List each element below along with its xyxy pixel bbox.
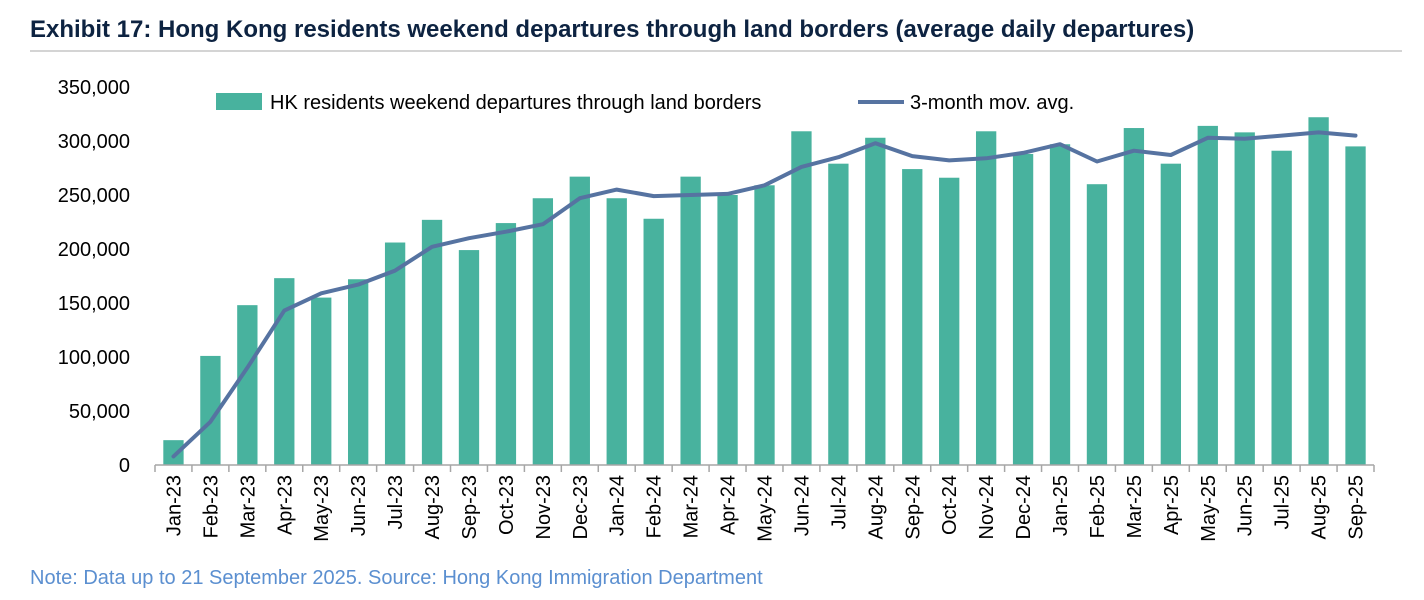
x-tick-label: Mar-23 bbox=[237, 475, 259, 538]
y-tick-label: 100,000 bbox=[58, 347, 130, 369]
x-tick-label: Sep-25 bbox=[1346, 475, 1368, 540]
x-tick-label: May-25 bbox=[1198, 475, 1220, 542]
y-tick-label: 350,000 bbox=[58, 77, 130, 99]
bar bbox=[975, 131, 997, 465]
x-tick-label: Mar-24 bbox=[681, 475, 703, 538]
x-tick-label: Dec-23 bbox=[570, 475, 592, 539]
bar bbox=[237, 305, 258, 465]
x-tick-label: Nov-23 bbox=[533, 475, 555, 539]
x-tick-label: Jun-24 bbox=[791, 475, 813, 536]
y-tick-label: 250,000 bbox=[58, 185, 130, 207]
bar bbox=[939, 177, 960, 465]
bar bbox=[200, 355, 221, 465]
x-tick-label: Aug-25 bbox=[1309, 475, 1331, 540]
x-tick-label: Dec-24 bbox=[1013, 475, 1035, 539]
bar bbox=[1197, 125, 1218, 465]
source-note: Note: Data up to 21 September 2025. Sour… bbox=[30, 567, 763, 589]
x-axis: Jan-23 Feb-23 Mar-23 Apr-23 May-23 Jun-23 Jul-… bbox=[154, 464, 1375, 542]
bar bbox=[902, 169, 923, 465]
bar bbox=[828, 163, 849, 465]
bar bbox=[1123, 128, 1145, 465]
bar bbox=[1086, 184, 1108, 465]
bar bbox=[791, 131, 812, 465]
x-tick-label: May-23 bbox=[311, 475, 333, 542]
bar bbox=[495, 223, 517, 465]
bar bbox=[754, 185, 775, 465]
bar bbox=[458, 250, 480, 465]
y-axis: 0 50,000 100,000 150,000 200,000 250,000 300,0… bbox=[58, 77, 130, 477]
bar bbox=[643, 218, 664, 465]
bar bbox=[1012, 153, 1034, 465]
x-tick-label: Jun-25 bbox=[1235, 475, 1257, 536]
x-tick-label: Aug-23 bbox=[422, 475, 444, 540]
x-tick-label: Mar-25 bbox=[1124, 475, 1146, 538]
bar bbox=[1345, 146, 1366, 465]
y-tick-label: 50,000 bbox=[69, 401, 130, 423]
bar bbox=[606, 198, 627, 466]
x-tick-label: Feb-25 bbox=[1087, 475, 1109, 538]
bar bbox=[1308, 117, 1329, 466]
x-tick-label: Feb-24 bbox=[644, 475, 666, 538]
bar bbox=[348, 279, 369, 465]
moving-average-line bbox=[171, 130, 1358, 459]
x-tick-label: Jun-23 bbox=[348, 475, 370, 536]
x-tick-label: Jul-24 bbox=[828, 475, 850, 529]
bar bbox=[532, 198, 554, 466]
x-tick-label: Sep-23 bbox=[459, 475, 481, 540]
chart: 0 50,000 100,000 150,000 200,000 250,000 300,0… bbox=[58, 77, 1375, 542]
bar bbox=[163, 440, 184, 465]
bar bbox=[1160, 163, 1181, 465]
legend-line-label: 3-month mov. avg. bbox=[910, 92, 1074, 114]
x-tick-label: Jul-25 bbox=[1272, 475, 1294, 529]
legend: HK residents weekend departures through … bbox=[216, 92, 1074, 114]
y-tick-label: 300,000 bbox=[58, 131, 130, 153]
x-tick-label: Aug-24 bbox=[865, 475, 887, 540]
x-tick-label: May-24 bbox=[755, 475, 777, 542]
x-tick-label: Jan-23 bbox=[163, 475, 185, 536]
bar bbox=[865, 137, 886, 465]
bar bbox=[384, 242, 406, 465]
x-tick-label: Oct-23 bbox=[496, 475, 518, 535]
x-tick-label: Feb-23 bbox=[200, 475, 222, 538]
bar bbox=[717, 195, 738, 465]
bar bbox=[274, 278, 295, 465]
x-tick-label: Jan-24 bbox=[607, 475, 629, 536]
x-tick-label: Nov-24 bbox=[976, 475, 998, 539]
bar bbox=[1049, 144, 1071, 465]
chart-title: Exhibit 17: Hong Kong residents weekend … bbox=[30, 16, 1195, 43]
y-tick-label: 0 bbox=[119, 455, 130, 477]
legend-bar-label: HK residents weekend departures through … bbox=[270, 92, 761, 114]
x-tick-label: Oct-24 bbox=[939, 475, 961, 535]
y-tick-label: 200,000 bbox=[58, 239, 130, 261]
title-divider bbox=[30, 50, 1402, 52]
bar bbox=[311, 297, 332, 465]
bar bbox=[421, 219, 443, 465]
x-tick-label: Sep-24 bbox=[902, 475, 924, 540]
line-series bbox=[171, 130, 1358, 459]
x-tick-label: Jul-23 bbox=[385, 475, 407, 529]
bar bbox=[680, 176, 701, 465]
bar bbox=[1271, 150, 1292, 465]
bar-series bbox=[163, 117, 1366, 466]
bar bbox=[1234, 132, 1255, 466]
x-tick-label: Apr-23 bbox=[274, 475, 296, 535]
x-tick-label: Apr-24 bbox=[718, 475, 740, 535]
x-tick-label: Apr-25 bbox=[1161, 475, 1183, 535]
bar bbox=[569, 176, 590, 465]
x-tick-label: Jan-25 bbox=[1050, 475, 1072, 536]
y-tick-label: 150,000 bbox=[58, 293, 130, 315]
legend-bar-swatch bbox=[216, 93, 262, 110]
